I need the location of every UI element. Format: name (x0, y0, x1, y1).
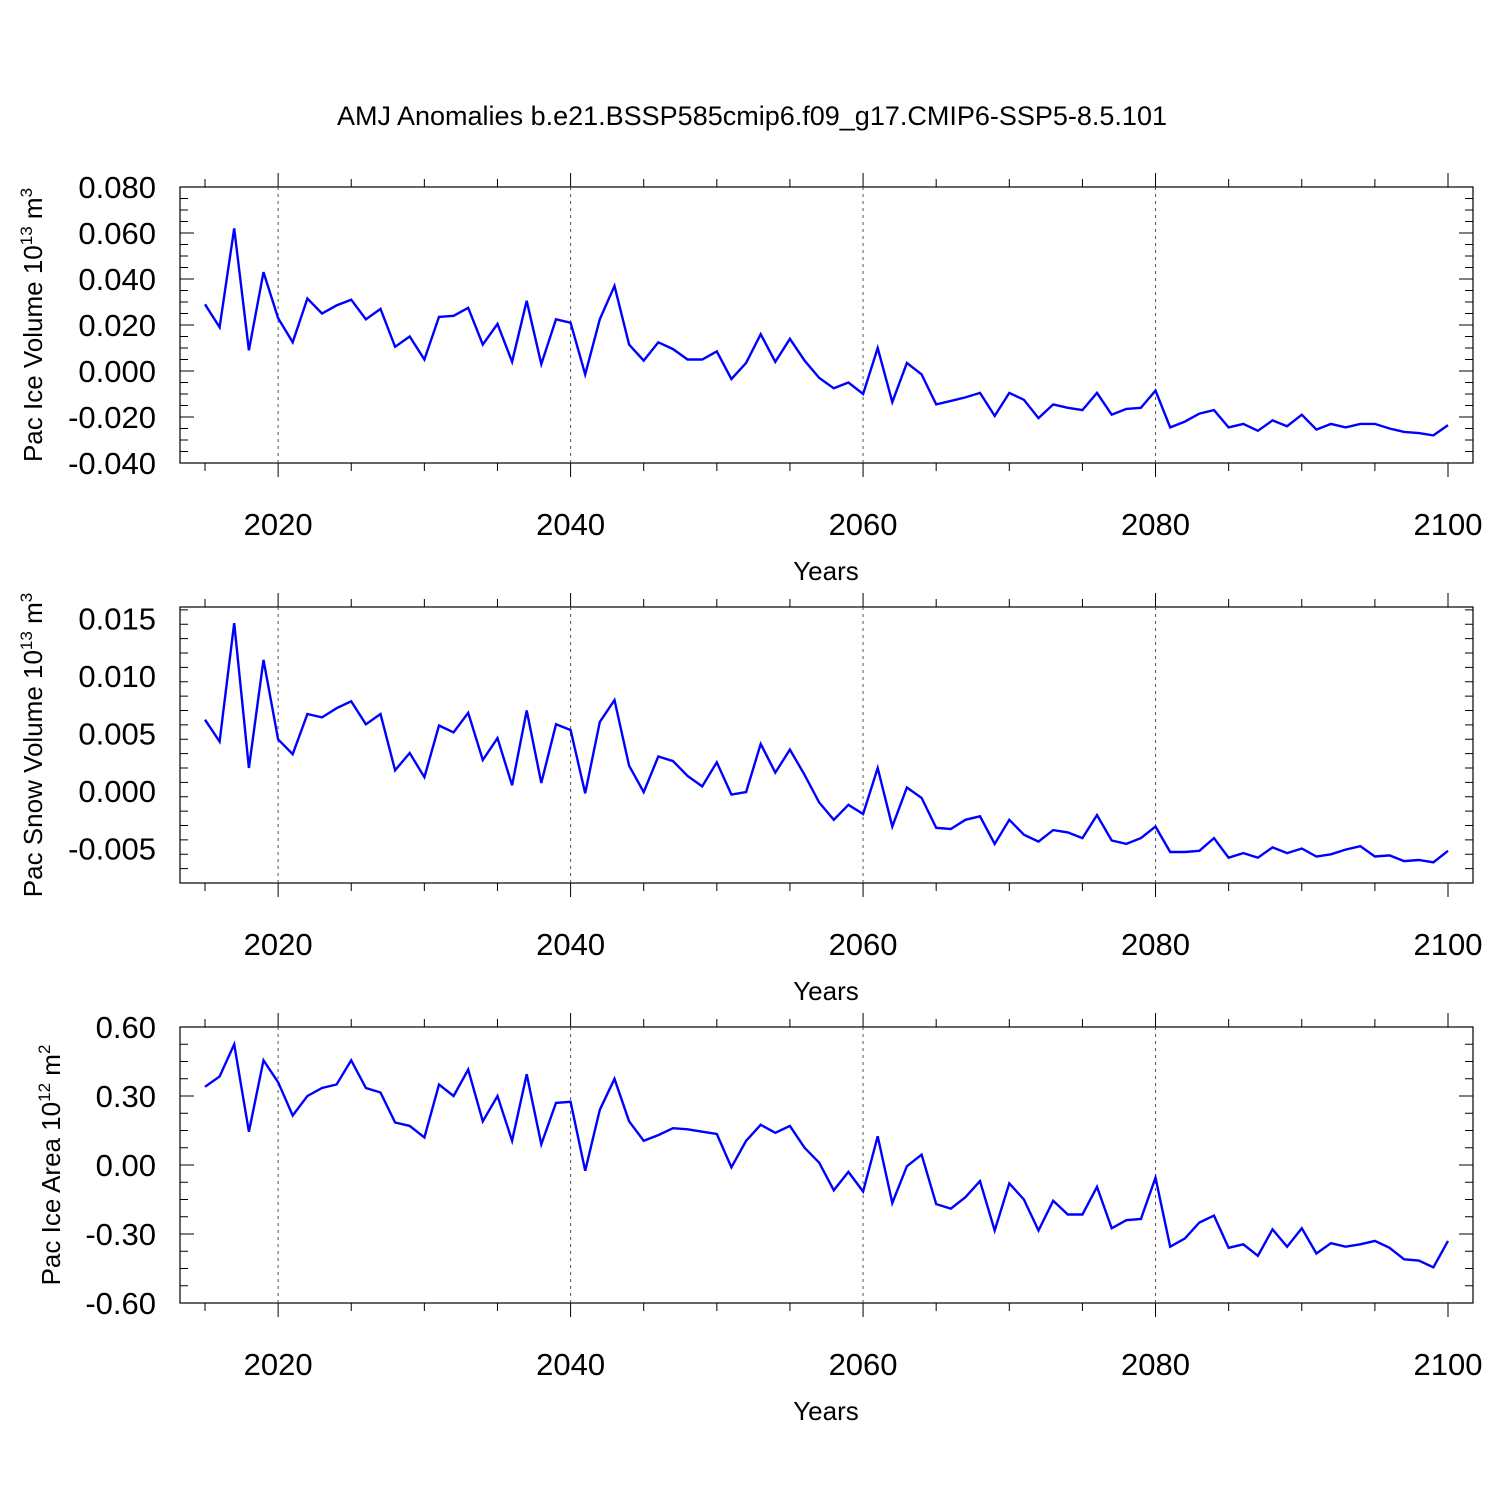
y-tick-label: 0.080 (78, 170, 156, 205)
y-tick-label: 0.010 (78, 659, 156, 694)
plot-frame (179, 606, 1474, 884)
plot-frame (179, 1026, 1474, 1304)
y-tick-label: -0.020 (68, 400, 156, 435)
y-tick-label: -0.005 (68, 832, 156, 867)
y-axis-label-unit-exp: 3 (17, 593, 36, 602)
y-tick-label: 0.060 (78, 216, 156, 251)
y-axis-label-unit-exp: 2 (35, 1045, 54, 1054)
y-axis-label: Pac Ice Volume 1013 m3 (17, 188, 48, 462)
x-tick-label: 2080 (1121, 507, 1190, 542)
x-tick-label: 2100 (1414, 507, 1483, 542)
x-tick-label: 2100 (1414, 1347, 1483, 1382)
y-axis-label-exp: 12 (35, 1083, 54, 1102)
x-tick-label: 2060 (829, 1347, 898, 1382)
x-axis-label: Years (793, 556, 859, 586)
y-axis-label: Pac Snow Volume 1013 m3 (17, 593, 48, 897)
y-axis-label-exp: 13 (17, 631, 36, 650)
y-axis-label-base: Pac Ice Area 10 (36, 1102, 66, 1286)
x-tick-label: 2100 (1414, 927, 1483, 962)
x-axis-label: Years (793, 1396, 859, 1426)
series-line (204, 1040, 1450, 1269)
y-tick-label: 0.000 (78, 354, 156, 389)
y-axis-label-unit: m (36, 1054, 66, 1083)
y-axis-label-unit: m (18, 197, 48, 226)
x-tick-label: 2020 (244, 1347, 313, 1382)
x-tick-label: 2020 (244, 927, 313, 962)
x-tick-label: 2080 (1121, 927, 1190, 962)
x-tick-label: 2020 (244, 507, 313, 542)
series-line (203, 228, 1449, 437)
y-tick-label: 0.015 (78, 602, 156, 637)
y-axis-label-unit-exp: 3 (17, 188, 36, 197)
y-tick-label: 0.020 (78, 308, 156, 343)
x-tick-label: 2080 (1121, 1347, 1190, 1382)
y-tick-label: 0.000 (78, 774, 156, 809)
y-tick-label: 0.30 (96, 1079, 156, 1114)
y-tick-label: -0.040 (68, 446, 156, 481)
y-tick-label: 0.00 (96, 1148, 156, 1183)
y-tick-label: 0.60 (96, 1010, 156, 1045)
plot-frame (179, 186, 1474, 464)
y-axis-label-base: Pac Snow Volume 10 (18, 650, 48, 897)
panels: 2020 2040 2060 2080 2100 -0.040 -0.020 0.000 0.0… (17, 170, 1482, 1426)
series-line (204, 622, 1449, 864)
panel-1: 2020 2040 2060 2080 2100 -0.040 -0.020 0.000 0.0… (17, 170, 1482, 586)
y-tick-label: 0.005 (78, 717, 156, 752)
panel-2: 2020 2040 2060 2080 2100 -0.005 0.000 0.005 0.01… (17, 593, 1482, 1006)
y-axis-label-base: Pac Ice Volume 10 (18, 245, 48, 462)
x-axis-label: Years (793, 976, 859, 1006)
x-tick-label: 2040 (536, 927, 605, 962)
y-tick-label: -0.60 (85, 1286, 156, 1321)
y-tick-label: 0.040 (78, 262, 156, 297)
x-tick-label: 2060 (829, 507, 898, 542)
x-tick-label: 2060 (829, 927, 898, 962)
y-axis-label-exp: 13 (17, 226, 36, 245)
chart-title: AMJ Anomalies b.e21.BSSP585cmip6.f09_g17… (337, 101, 1167, 131)
y-axis-label-unit: m (18, 602, 48, 631)
x-tick-label: 2040 (536, 1347, 605, 1382)
y-tick-label: -0.30 (85, 1217, 156, 1252)
y-axis-label: Pac Ice Area 1012 m2 (35, 1045, 66, 1286)
x-tick-label: 2040 (536, 507, 605, 542)
panel-3: 2020 2040 2060 2080 2100 -0.60 -0.30 0.00 0.30 0.… (35, 1010, 1482, 1426)
